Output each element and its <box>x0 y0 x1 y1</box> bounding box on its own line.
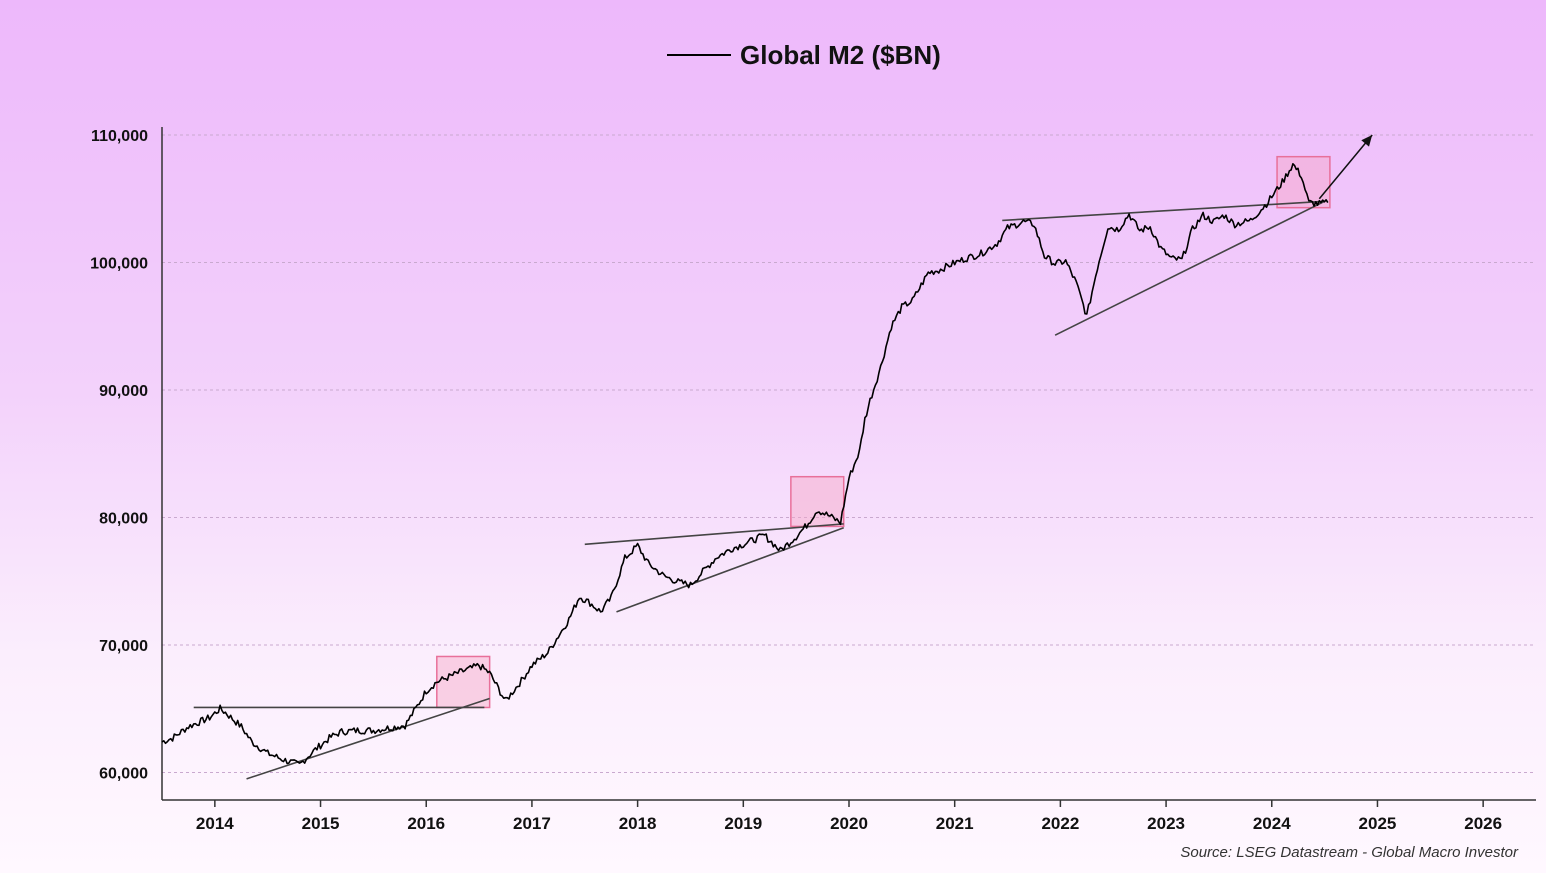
x-tick-label: 2014 <box>196 814 234 833</box>
x-tick-label: 2022 <box>1041 814 1079 833</box>
y-tick-label: 90,000 <box>99 383 148 400</box>
series-line-global-m2 <box>161 163 1329 765</box>
x-tick-label: 2017 <box>513 814 551 833</box>
trendlines <box>193 134 1373 780</box>
y-tick-label: 80,000 <box>99 511 148 528</box>
source-note: Source: LSEG Datastream - Global Macro I… <box>1180 844 1519 861</box>
trendline <box>616 526 844 613</box>
highlight-box <box>436 655 491 709</box>
y-tick-label: 110,000 <box>91 128 148 145</box>
axes: 60,000 70,000 80,000 90,000 100,000 110,000 20… <box>90 127 1536 833</box>
x-tick-label: 2021 <box>936 814 974 833</box>
gridlines <box>162 134 1536 773</box>
legend: Global M2 ($BN) <box>667 40 941 70</box>
y-tick-label: 70,000 <box>99 638 148 655</box>
x-tick-label: 2026 <box>1464 814 1502 833</box>
x-tick-label: 2016 <box>407 814 445 833</box>
y-tick-label: 100,000 <box>90 256 148 273</box>
y-tick-label: 60,000 <box>99 766 148 783</box>
x-tick-label: 2020 <box>830 814 868 833</box>
series <box>161 163 1329 765</box>
x-tick-label: 2019 <box>724 814 762 833</box>
x-tick-label: 2018 <box>619 814 657 833</box>
highlight-boxes <box>436 155 1331 709</box>
trendline <box>246 697 490 780</box>
x-tick-label: 2025 <box>1359 814 1397 833</box>
projection-arrow-line <box>1318 134 1373 200</box>
x-tick-label: 2023 <box>1147 814 1185 833</box>
legend-label: Global M2 ($BN) <box>740 40 941 70</box>
trendline <box>584 523 844 546</box>
x-tick-label: 2024 <box>1253 814 1291 833</box>
trendline <box>1002 200 1325 222</box>
x-tick-label: 2015 <box>302 814 340 833</box>
projection-arrow-head <box>1361 135 1373 147</box>
trendline <box>1054 200 1325 336</box>
